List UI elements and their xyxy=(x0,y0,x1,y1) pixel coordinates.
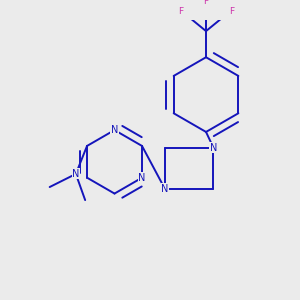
Text: N: N xyxy=(72,169,80,179)
Text: N: N xyxy=(161,184,169,194)
Text: N: N xyxy=(111,125,118,135)
Text: N: N xyxy=(138,173,146,183)
Text: F: F xyxy=(230,7,235,16)
Text: F: F xyxy=(178,7,183,16)
Text: N: N xyxy=(210,143,217,153)
Text: F: F xyxy=(203,0,208,6)
